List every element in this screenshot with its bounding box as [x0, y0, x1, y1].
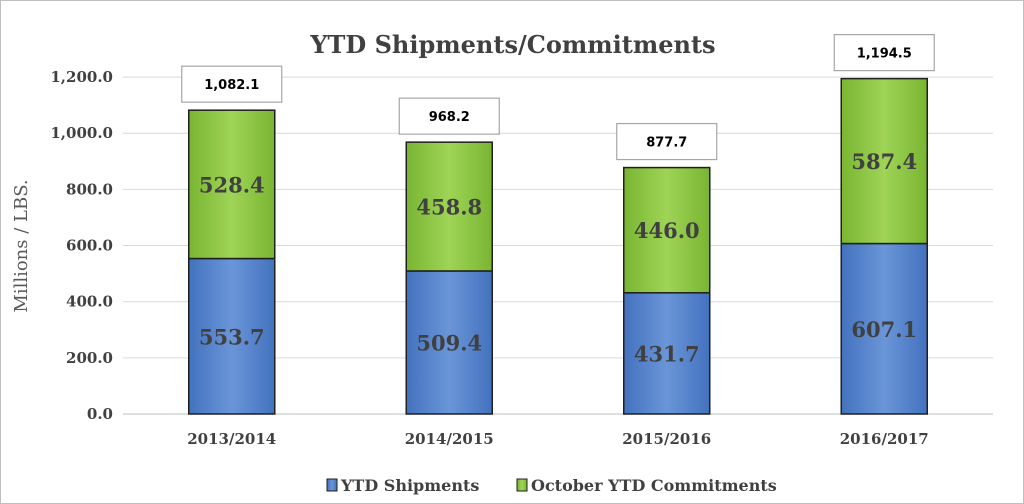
- x-axis-ticks: 2013/2014 2014/2015 2015/2016 2016/2017: [187, 430, 928, 448]
- total-label-box: [616, 122, 718, 161]
- x-tick-label: 2015/2016: [622, 430, 711, 448]
- data-label: 446.0: [634, 218, 700, 243]
- y-tick-label: 800.0: [66, 180, 113, 198]
- data-label: 587.4: [851, 149, 917, 174]
- total-label: 1,194.5: [857, 47, 912, 62]
- bar-commitments: [405, 141, 493, 272]
- y-axis-label: Millions / LBS.: [11, 179, 32, 312]
- bar-shipments: [840, 242, 928, 415]
- total-label-box: [833, 34, 935, 72]
- bar-commitments: [188, 109, 276, 260]
- data-label: 458.8: [416, 195, 482, 220]
- legend-label: October YTD Commitments: [531, 476, 777, 495]
- x-tick-label: 2014/2015: [405, 430, 494, 448]
- data-label: 607.1: [851, 317, 917, 342]
- bar-shipments: [405, 270, 493, 415]
- x-tick-label: 2013/2014: [187, 430, 276, 448]
- bar-shipments: [623, 292, 711, 415]
- bar-commitments: [623, 166, 711, 294]
- legend-swatch: [516, 478, 528, 492]
- y-axis-ticks: 0.0 200.0 400.0 600.0 800.0 1,000.0 1,200.0: [50, 68, 113, 423]
- legend-swatch: [326, 478, 338, 492]
- total-label-box: [181, 65, 283, 103]
- bars: 553.7 528.4 1,082.1 509.4 458.8 968.2 431.7 446…: [181, 34, 935, 415]
- y-tick-label: 1,000.0: [50, 124, 113, 142]
- legend: YTD Shipments October YTD Commitments: [326, 476, 777, 495]
- data-label: 431.7: [634, 341, 700, 366]
- bar-shipments: [188, 257, 276, 415]
- data-label: 528.4: [199, 172, 265, 197]
- total-label-box: [398, 97, 500, 135]
- y-tick-label: 1,200.0: [50, 68, 113, 86]
- chart-title: YTD Shipments/Commitments: [309, 30, 715, 59]
- y-tick-label: 600.0: [66, 237, 113, 255]
- x-tick-label: 2016/2017: [840, 430, 929, 448]
- bar-commitments: [840, 77, 928, 245]
- y-tick-label: 0.0: [87, 405, 113, 423]
- legend-label: YTD Shipments: [340, 476, 479, 495]
- total-label: 1,082.1: [204, 78, 259, 93]
- total-label: 968.2: [429, 110, 470, 125]
- y-tick-label: 200.0: [66, 349, 113, 367]
- data-label: 553.7: [199, 324, 265, 349]
- data-label: 509.4: [416, 330, 482, 355]
- y-tick-label: 400.0: [66, 293, 113, 311]
- total-label: 877.7: [646, 136, 687, 151]
